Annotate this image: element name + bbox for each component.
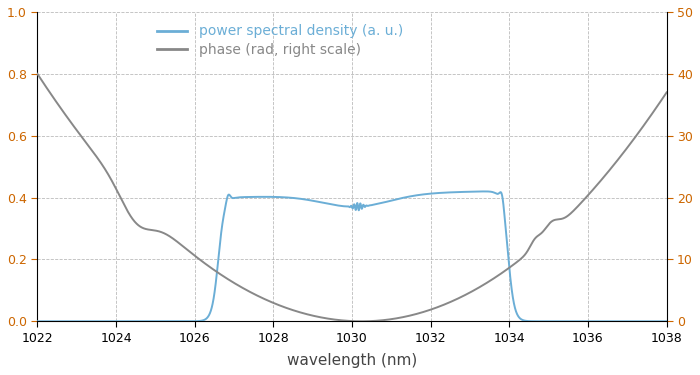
Legend: power spectral density (a. u.), phase (rad, right scale): power spectral density (a. u.), phase (r… <box>151 19 408 62</box>
X-axis label: wavelength (nm): wavelength (nm) <box>287 353 417 368</box>
